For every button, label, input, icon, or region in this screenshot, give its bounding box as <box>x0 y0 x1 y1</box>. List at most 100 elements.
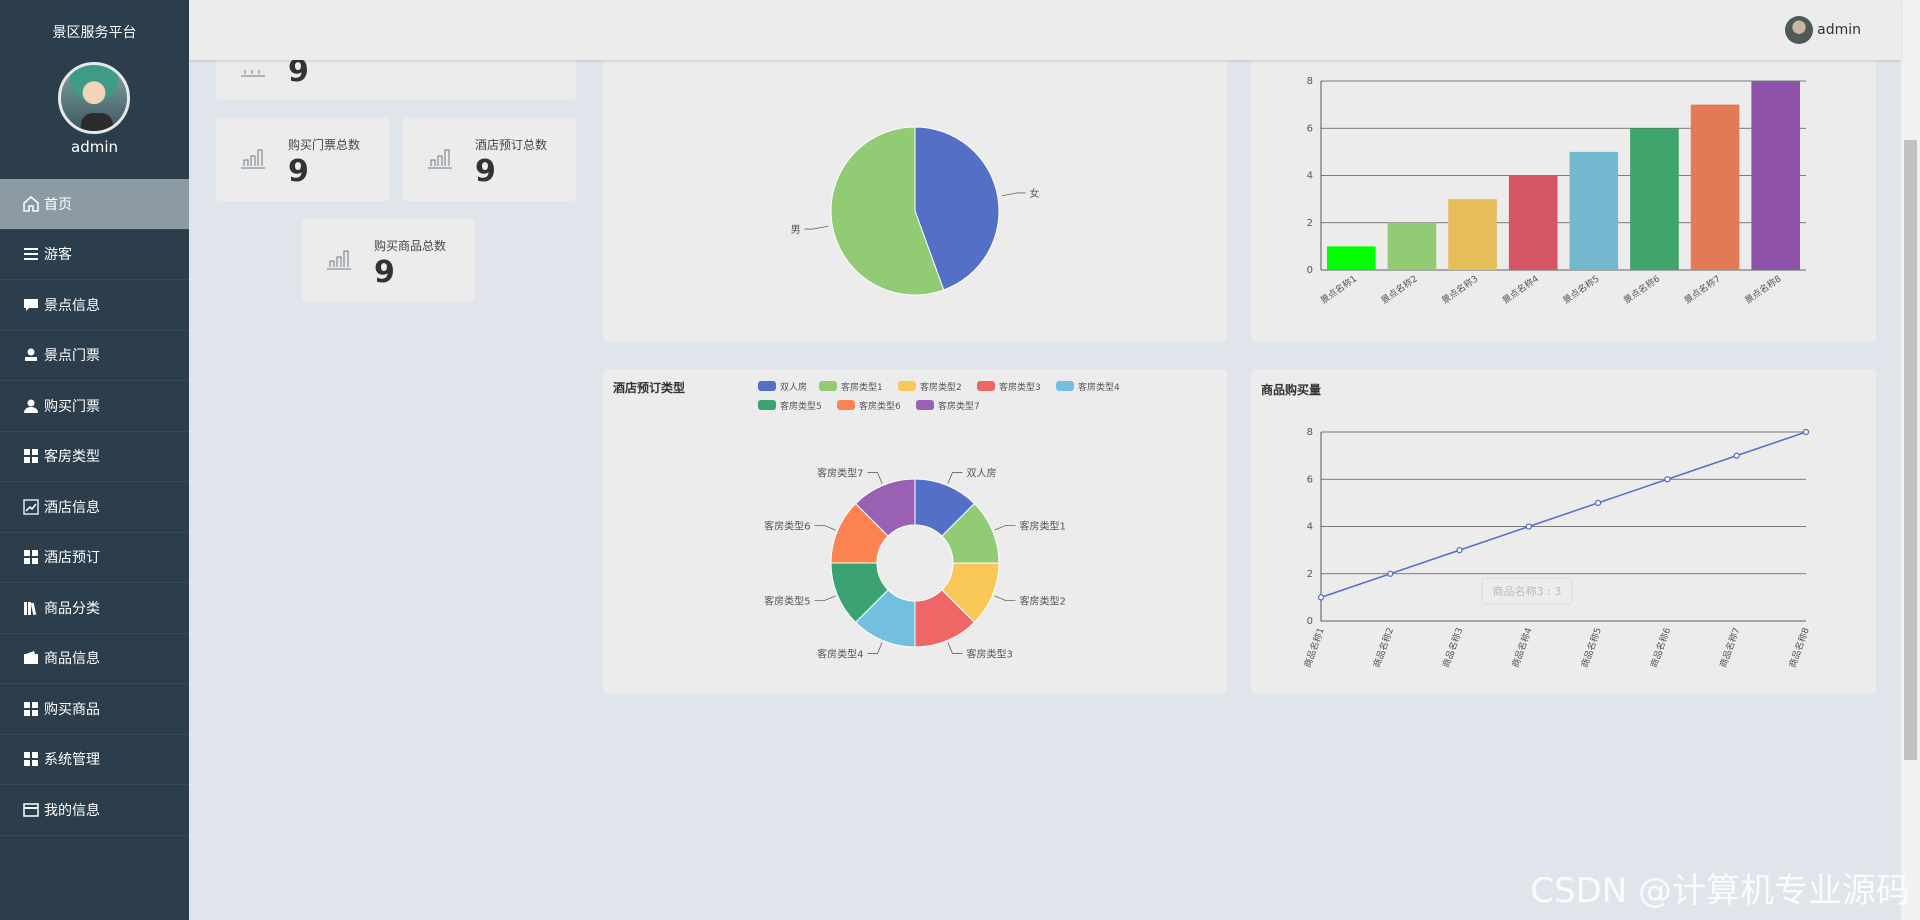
sidebar-item-4[interactable]: 景点门票 <box>0 331 189 381</box>
legend-swatch <box>1056 381 1074 391</box>
x-tick-label: 景点名称5 <box>1560 273 1601 307</box>
x-tick-label: 商品名称7 <box>1717 626 1743 669</box>
sidebar-item-label: 购买门票 <box>44 398 100 415</box>
scrollbar[interactable] <box>1901 0 1920 920</box>
scrollbar-thumb[interactable] <box>1904 140 1917 760</box>
y-tick-label: 0 <box>1307 265 1313 276</box>
top-bar: admin <box>189 0 1901 60</box>
donut-label-line <box>867 642 883 654</box>
sidebar-item-7[interactable]: 酒店信息 <box>0 482 189 533</box>
donut-label: 客房类型6 <box>764 519 810 532</box>
x-tick-label: 商品名称4 <box>1509 626 1535 670</box>
data-point <box>1802 428 1810 436</box>
donut-slice <box>854 478 916 537</box>
bar <box>1690 104 1740 270</box>
sidebar-item-1[interactable]: 首页 <box>0 179 189 230</box>
donut-label-line <box>814 525 836 531</box>
sidebar-item-6[interactable]: 客房类型 <box>0 432 189 482</box>
x-tick-label: 商品名称6 <box>1648 626 1674 670</box>
donut-label-line <box>947 472 963 484</box>
sidebar-item-2[interactable]: 游客 <box>0 230 189 280</box>
donut-label-line <box>994 525 1016 531</box>
bar-chart-icon <box>324 247 354 271</box>
legend-swatch <box>916 400 934 410</box>
donut-label: 客房类型7 <box>817 466 863 479</box>
grid-icon <box>22 448 40 464</box>
sidebar-item-13[interactable]: 我的信息 <box>0 785 189 836</box>
pie-label: 女 <box>1029 187 1039 200</box>
stat-card-hotel: 酒店预订总数 9 <box>403 118 576 201</box>
sidebar-item-11[interactable]: 购买商品 <box>0 684 189 735</box>
bar-chart-icon <box>238 54 268 78</box>
hotel-type-panel: 酒店预订类型 双人房 客房类型1 客房类型2 客房类型3 客房类型4 客房类型5 客房类型6… <box>603 369 1227 694</box>
gender-pie-chart: 女男 <box>791 126 1039 296</box>
y-tick-label: 6 <box>1307 474 1313 485</box>
data-point <box>1594 499 1602 507</box>
card-icon <box>22 802 40 818</box>
pie-label: 男 <box>791 224 801 236</box>
tooltip-text: 商品名称3 : 3 <box>1493 584 1562 598</box>
legend-swatch <box>758 400 776 410</box>
grid-icon <box>22 549 40 565</box>
donut-label: 客房类型5 <box>764 595 810 608</box>
trend-icon <box>22 499 40 515</box>
stat-card-goods: 购买商品总数 9 <box>302 219 475 302</box>
donut-label: 客房类型1 <box>1020 519 1066 532</box>
avatar[interactable] <box>58 62 130 134</box>
donut-label-line <box>814 595 836 601</box>
chat-icon <box>22 297 40 313</box>
y-tick-label: 4 <box>1307 171 1313 182</box>
bar <box>1751 81 1800 270</box>
sidebar-item-label: 客房类型 <box>44 449 100 466</box>
pie-label-line <box>1001 192 1026 197</box>
sidebar-item-12[interactable]: 系统管理 <box>0 735 189 785</box>
sidebar-item-label: 景点门票 <box>44 348 100 365</box>
stat-label: 购买商品总数 <box>374 239 447 253</box>
donut-label-line <box>947 642 963 654</box>
watermark: CSDN @计算机专业源码 <box>1530 871 1910 911</box>
stat-card-ticket: 购买门票总数 9 <box>216 118 389 201</box>
goods-line-panel: 商品购买量 0 2 4 6 8 商品名称1 商品名称2 商品名称3 商品名称4 商品名称5 商品名称… <box>1251 369 1876 694</box>
sidebar-item-3[interactable]: 景点信息 <box>0 280 189 331</box>
top-avatar[interactable] <box>1785 16 1813 44</box>
bar <box>1327 246 1376 270</box>
stat-value: 9 <box>374 255 395 290</box>
y-tick-label: 8 <box>1307 76 1313 87</box>
legend-label: 客房类型4 <box>1078 381 1120 393</box>
data-point <box>1317 594 1325 601</box>
legend-swatch <box>898 381 916 391</box>
home-icon <box>22 195 40 212</box>
legend-swatch <box>977 381 995 391</box>
sidebar-item-label: 我的信息 <box>44 802 100 819</box>
chart-tooltip: 商品名称3 : 3 <box>1481 577 1573 605</box>
donut-label: 客房类型4 <box>817 648 863 661</box>
sidebar-item-8[interactable]: 酒店预订 <box>0 533 189 583</box>
sidebar-item-label: 商品分类 <box>44 600 100 617</box>
bar-chart-icon <box>425 146 455 170</box>
x-tick-label: 商品名称3 <box>1440 626 1466 669</box>
bar-chart-icon <box>238 146 268 170</box>
x-tick-label: 景点名称8 <box>1742 272 1783 306</box>
x-tick-label: 商品名称5 <box>1578 626 1604 669</box>
bar <box>1448 199 1497 270</box>
sidebar-item-10[interactable]: 商品信息 <box>0 634 189 684</box>
legend-label: 客房类型3 <box>999 381 1041 393</box>
sidebar-item-9[interactable]: 商品分类 <box>0 583 189 634</box>
donut-label: 双人房 <box>967 466 997 479</box>
y-tick-label: 8 <box>1307 427 1313 438</box>
user-icon <box>22 398 40 414</box>
top-username[interactable]: admin <box>1817 22 1861 38</box>
sidebar-item-5[interactable]: 购买门票 <box>0 381 189 432</box>
sidebar-item-label: 商品信息 <box>44 651 100 668</box>
scenic-bar-panel: 0 2 4 6 8 景点名称1 景点名称2 景点名称3 景点名称4 景点名称5 景点名称6 景点名称7… <box>1251 40 1876 342</box>
legend-swatch <box>758 381 776 391</box>
stamp-icon <box>22 347 40 363</box>
legend-label: 客房类型7 <box>938 400 980 412</box>
series-line <box>1320 431 1807 599</box>
x-tick-label: 景点名称2 <box>1379 273 1420 307</box>
x-tick-label: 商品名称8 <box>1786 626 1812 670</box>
grid-icon <box>22 751 40 767</box>
data-point <box>1525 523 1533 530</box>
x-tick-label: 商品名称2 <box>1371 626 1397 669</box>
